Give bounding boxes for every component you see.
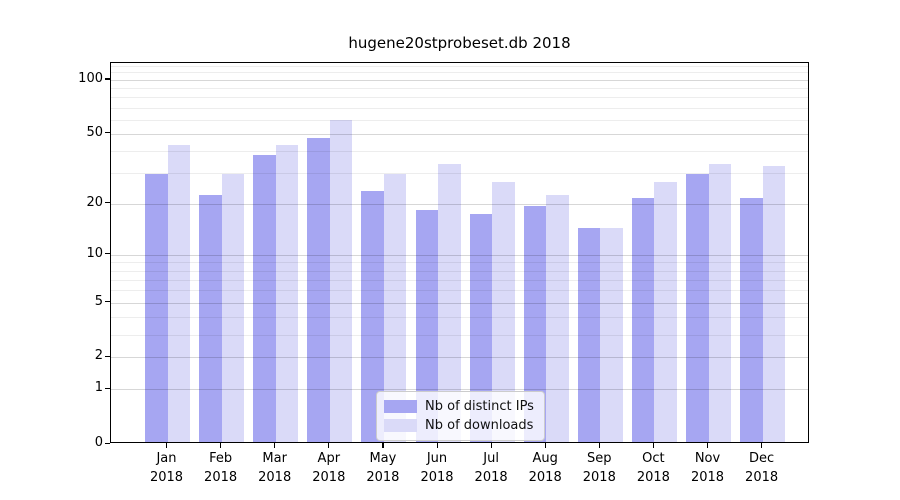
x-tick-mark — [220, 443, 222, 448]
bar-apr-downloads — [329, 120, 353, 442]
gridline-minor — [111, 150, 808, 152]
x-tick-label-nov: Nov 2018 — [690, 451, 725, 485]
bar-aug-downloads — [546, 194, 569, 442]
gridline-minor — [111, 290, 808, 292]
legend-label-downloads: Nb of downloads — [425, 418, 534, 433]
gridline-minor — [111, 334, 808, 336]
bar-nov-downloads — [708, 163, 731, 442]
x-tick-label-jan: Jan 2018 — [149, 451, 184, 485]
bar-sep-distinct-ips — [577, 228, 601, 442]
x-tick-mark — [761, 443, 763, 448]
x-tick-mark — [436, 443, 438, 448]
x-tick-label-dec: Dec 2018 — [745, 451, 779, 485]
bar-dec-distinct-ips — [740, 198, 763, 442]
bars-layer — [111, 63, 808, 442]
bar-oct-distinct-ips — [631, 198, 655, 442]
bar-oct-downloads — [654, 181, 677, 442]
gridline-minor — [111, 119, 808, 121]
y-tick-mark — [105, 202, 110, 204]
bar-jun-downloads — [438, 163, 461, 442]
gridline-minor — [111, 262, 808, 264]
y-tick-mark — [105, 387, 110, 389]
y-tick-label: 5 — [94, 293, 103, 309]
bar-jul-distinct-ips — [469, 213, 493, 442]
x-tick-mark — [382, 443, 384, 448]
y-tick-mark — [105, 355, 110, 357]
x-tick-mark — [274, 443, 276, 448]
bar-feb-distinct-ips — [199, 194, 222, 442]
bar-apr-distinct-ips — [307, 138, 330, 442]
bar-feb-downloads — [221, 173, 245, 442]
gridline-major — [111, 357, 808, 359]
bar-may-downloads — [383, 173, 407, 442]
x-tick-label-feb: Feb 2018 — [204, 451, 238, 485]
legend-item-distinct-ips: Nb of distinct IPs — [384, 397, 534, 416]
x-tick-mark — [328, 443, 330, 448]
x-tick-mark — [652, 443, 655, 448]
legend-label-distinct-ips: Nb of distinct IPs — [425, 399, 534, 414]
gridline-major — [111, 79, 808, 81]
y-tick-mark — [105, 301, 110, 303]
x-tick-label-jun: Jun 2018 — [420, 451, 454, 485]
legend-item-downloads: Nb of downloads — [384, 416, 534, 435]
gridline-major — [111, 133, 808, 135]
x-tick-label-mar: Mar 2018 — [258, 451, 292, 485]
legend-swatch-downloads — [384, 419, 417, 432]
gridline-minor — [111, 65, 808, 67]
y-tick-mark — [105, 78, 110, 80]
x-tick-label-apr: Apr 2018 — [312, 451, 346, 485]
gridlines — [111, 63, 808, 442]
x-tick-label-may: May 2018 — [366, 451, 400, 485]
bar-aug-distinct-ips — [523, 205, 547, 442]
plot-area — [110, 62, 809, 443]
y-tick-label: 2 — [94, 348, 103, 364]
gridline-major — [111, 302, 808, 304]
x-tick-mark — [544, 443, 546, 448]
x-tick-mark — [598, 443, 600, 448]
chart-title: hugene20stprobeset.db 2018 — [348, 34, 571, 52]
gridline-major — [111, 203, 808, 205]
legend: Nb of distinct IPs Nb of downloads — [376, 391, 545, 441]
gridline-minor — [111, 97, 808, 99]
y-tick-label: 1 — [94, 380, 103, 396]
bar-mar-distinct-ips — [253, 154, 276, 442]
bar-jun-distinct-ips — [415, 209, 438, 442]
gridline-minor — [111, 279, 808, 281]
y-tick-mark — [105, 253, 110, 255]
bar-nov-distinct-ips — [686, 173, 709, 442]
y-tick-label: 100 — [78, 70, 103, 86]
bar-jan-distinct-ips — [145, 173, 168, 442]
y-tick-label: 10 — [86, 245, 103, 261]
gridline-minor — [111, 88, 808, 90]
bar-dec-downloads — [762, 166, 786, 442]
gridline-minor — [111, 107, 808, 109]
gridline-minor — [111, 317, 808, 318]
x-tick-mark — [707, 443, 709, 448]
bar-jul-downloads — [492, 181, 515, 442]
gridline-major — [111, 254, 808, 256]
gridline-major — [111, 389, 808, 391]
y-tick-label: 20 — [86, 194, 103, 210]
x-tick-mark — [166, 443, 168, 448]
y-tick-label: 50 — [86, 124, 103, 140]
bar-jan-downloads — [167, 145, 190, 442]
x-tick-label-oct: Oct 2018 — [636, 451, 670, 485]
gridline-minor — [111, 72, 808, 74]
x-tick-label-sep: Sep 2018 — [582, 451, 616, 485]
y-tick-mark — [105, 442, 110, 444]
bar-may-distinct-ips — [361, 191, 384, 442]
x-tick-label-jul: Jul 2018 — [474, 451, 508, 485]
gridline-minor — [111, 173, 808, 175]
x-tick-mark — [490, 443, 492, 448]
legend-swatch-distinct-ips — [384, 400, 417, 413]
y-tick-label: 0 — [94, 435, 103, 450]
x-tick-label-aug: Aug 2018 — [528, 451, 562, 485]
y-tick-mark — [105, 132, 110, 134]
gridline-minor — [111, 270, 808, 272]
bar-mar-downloads — [275, 145, 299, 442]
bar-sep-downloads — [600, 228, 623, 442]
